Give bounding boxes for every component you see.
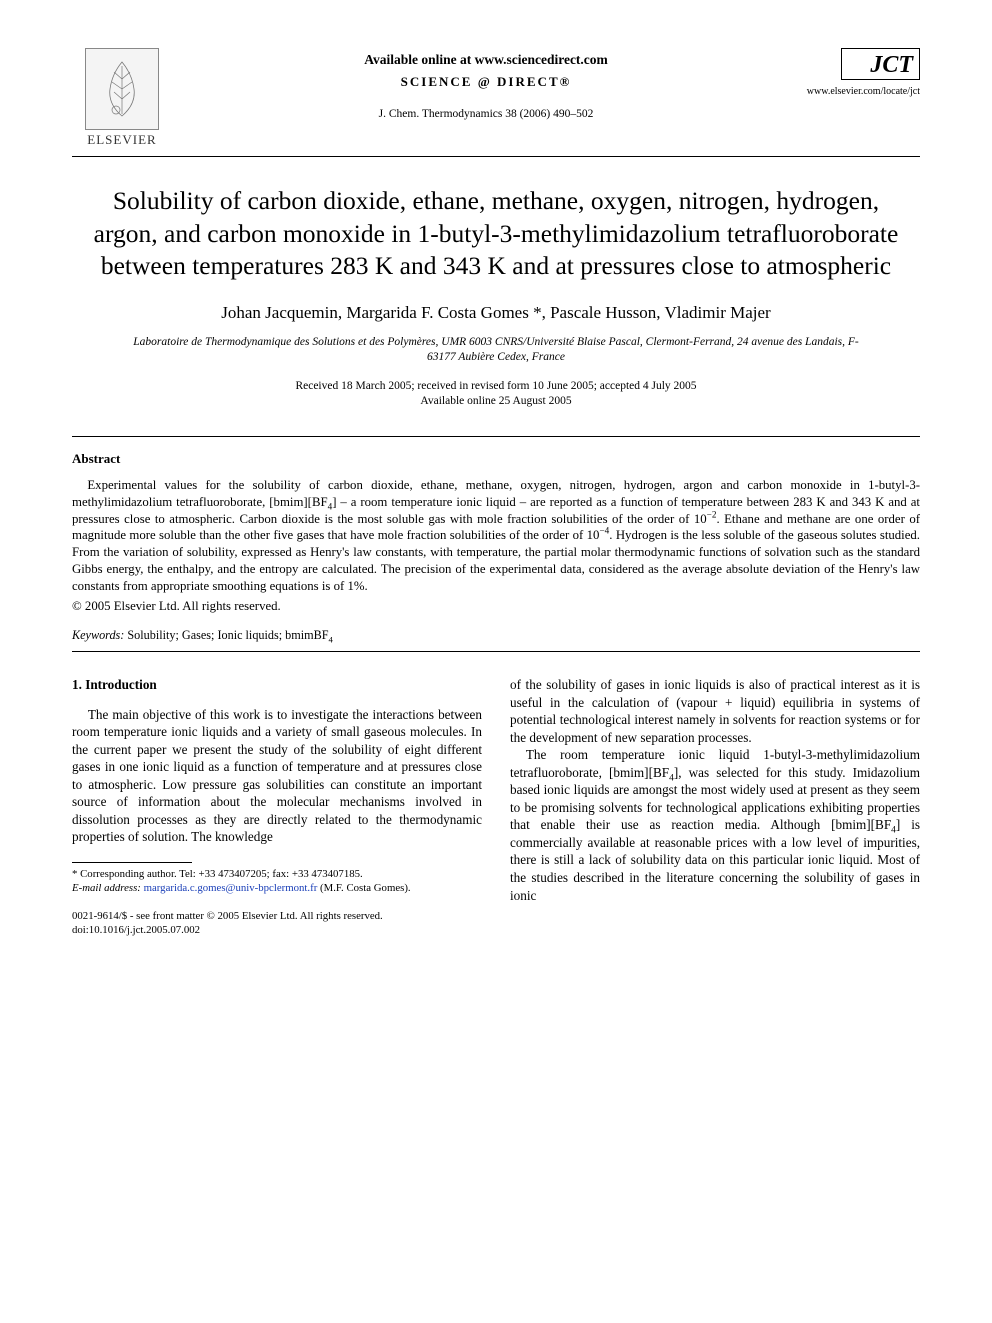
jct-block: JCT www.elsevier.com/locate/jct (800, 48, 920, 97)
doi-block: 0021-9614/$ - see front matter © 2005 El… (72, 909, 482, 937)
elsevier-block: ELSEVIER (72, 48, 172, 148)
rule-above-abstract (72, 436, 920, 437)
journal-reference: J. Chem. Thermodynamics 38 (2006) 490–50… (172, 108, 800, 120)
affiliation: Laboratoire de Thermodynamique des Solut… (122, 335, 870, 365)
page: ELSEVIER Available online at www.science… (0, 0, 992, 977)
footnote-rule (72, 862, 192, 863)
footnote-email-link[interactable]: margarida.c.gomes@univ-bpclermont.fr (144, 882, 318, 894)
abstract-body: Experimental values for the solubility o… (72, 477, 920, 595)
intro-paragraph-1-cont: of the solubility of gases in ionic liqu… (510, 676, 920, 746)
dates-online: Available online 25 August 2005 (72, 394, 920, 410)
abstract-paragraph: Experimental values for the solubility o… (72, 477, 920, 595)
article-dates: Received 18 March 2005; received in revi… (72, 379, 920, 410)
rule-top (72, 156, 920, 157)
column-right: of the solubility of gases in ionic liqu… (510, 676, 920, 937)
keywords-label: Keywords: (72, 628, 124, 642)
two-column-body: 1. Introduction The main objective of th… (72, 676, 920, 937)
elsevier-label: ELSEVIER (72, 132, 172, 148)
front-matter-line: 0021-9614/$ - see front matter © 2005 El… (72, 909, 482, 923)
authors-line: Johan Jacquemin, Margarida F. Costa Gome… (72, 303, 920, 323)
abstract-copyright: © 2005 Elsevier Ltd. All rights reserved… (72, 599, 920, 614)
footnote-email-line: E-mail address: margarida.c.gomes@univ-b… (72, 881, 482, 895)
section-1-heading: 1. Introduction (72, 676, 482, 694)
article-title: Solubility of carbon dioxide, ethane, me… (80, 185, 912, 283)
keywords-text: Solubility; Gases; Ionic liquids; bmimBF… (124, 628, 333, 642)
doi-line: doi:10.1016/j.jct.2005.07.002 (72, 923, 482, 937)
center-header: Available online at www.sciencedirect.co… (172, 48, 800, 120)
elsevier-tree-icon (85, 48, 159, 130)
intro-paragraph-2: The room temperature ionic liquid 1-buty… (510, 746, 920, 904)
intro-paragraph-1: The main objective of this work is to in… (72, 706, 482, 846)
jct-logo: JCT (841, 48, 920, 80)
sciencedirect-logo: SCIENCE @ DIRECT® (172, 74, 800, 90)
column-left: 1. Introduction The main objective of th… (72, 676, 482, 937)
footnote-email-label: E-mail address: (72, 882, 141, 894)
footnote-email-tail: (M.F. Costa Gomes). (317, 882, 410, 894)
keywords-line: Keywords: Solubility; Gases; Ionic liqui… (72, 628, 920, 643)
rule-below-keywords (72, 651, 920, 652)
jct-url: www.elsevier.com/locate/jct (800, 86, 920, 97)
footnote-corresponding: * Corresponding author. Tel: +33 4734072… (72, 867, 482, 881)
footnote-block: * Corresponding author. Tel: +33 4734072… (72, 867, 482, 895)
abstract-heading: Abstract (72, 451, 920, 467)
dates-received: Received 18 March 2005; received in revi… (72, 379, 920, 395)
header-row: ELSEVIER Available online at www.science… (72, 48, 920, 148)
available-online-text: Available online at www.sciencedirect.co… (172, 52, 800, 68)
